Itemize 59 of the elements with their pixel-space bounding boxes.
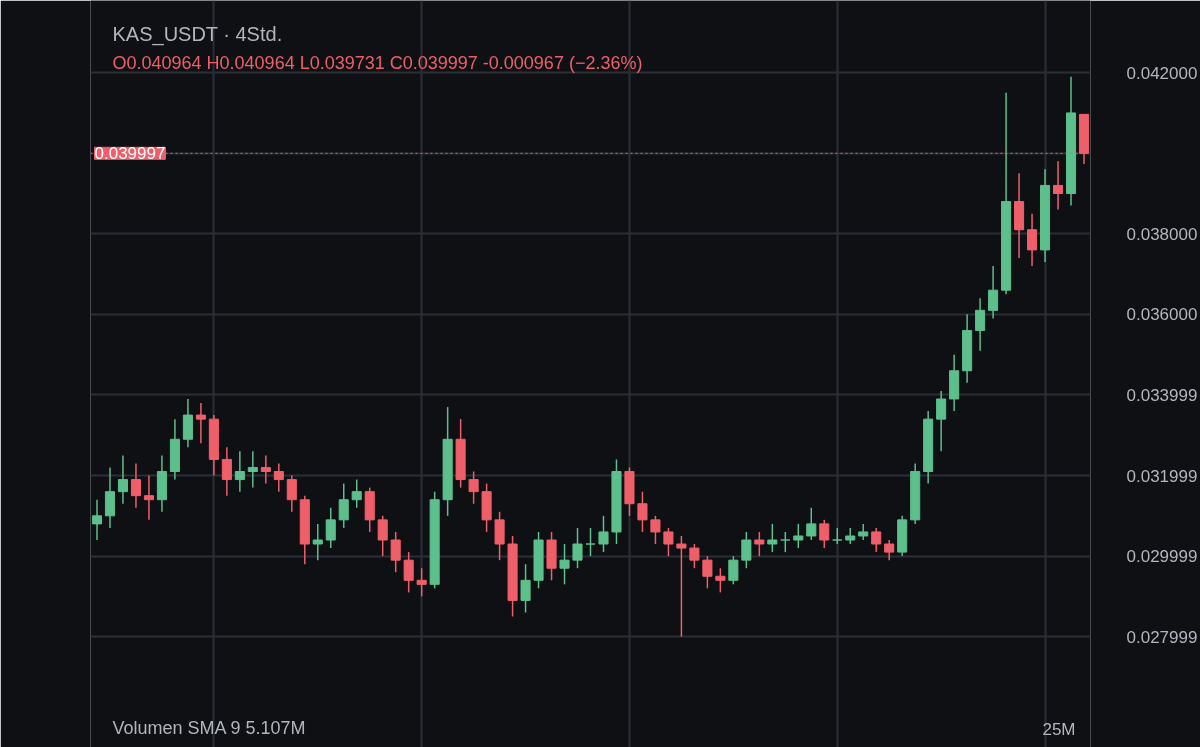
candlestick <box>1027 212 1038 267</box>
candlestick <box>520 563 531 614</box>
candlestick <box>351 478 362 509</box>
candlestick <box>715 567 726 594</box>
candlestick <box>234 450 245 493</box>
candlestick <box>312 523 323 561</box>
candlestick <box>728 555 739 586</box>
candlestick <box>754 531 765 557</box>
candlestick <box>260 454 271 485</box>
candlestick <box>819 519 830 549</box>
annotation: Volumen SMA 9 5.107M <box>112 717 306 738</box>
y-tick-label: 0.031999 <box>1126 466 1198 486</box>
candlestick <box>559 543 570 586</box>
y-tick-label: 0.033999 <box>1126 385 1198 405</box>
candlestick <box>117 454 129 505</box>
candlestick <box>195 402 206 445</box>
candlestick <box>676 535 687 638</box>
candlestick <box>702 555 713 590</box>
y-tick-label: 0.042000 <box>1126 63 1198 83</box>
candlestick <box>988 265 999 320</box>
candlestick <box>390 531 401 573</box>
candlestick <box>130 462 141 509</box>
candlestick <box>650 515 661 545</box>
candlestick <box>572 527 583 569</box>
candlestick <box>91 498 103 541</box>
candlestick <box>637 490 648 533</box>
candlestick <box>663 527 674 557</box>
candlestick <box>338 482 349 529</box>
candlestick <box>221 446 232 497</box>
text: KAS_USDT · 4Std. <box>112 22 283 46</box>
ref-line-label: 0.039997 <box>94 144 166 164</box>
candlestick <box>403 551 414 594</box>
candlestick <box>1052 160 1064 211</box>
candlestick <box>689 543 700 569</box>
candlestick <box>143 474 154 521</box>
candlestick <box>585 527 596 557</box>
y-tick-label: 0.029999 <box>1126 547 1198 567</box>
candlestick <box>416 567 427 598</box>
y-tick-label: 0.027999 <box>1126 627 1198 647</box>
candlestick <box>286 474 297 513</box>
y-tick-label: 0.036000 <box>1126 305 1198 325</box>
candlestick <box>377 515 388 557</box>
candlestick <box>793 523 804 549</box>
annotation: O0.040964 H0.040964 L0.039731 C0.039997 -0.000967 (−2.36%) <box>112 52 643 73</box>
candlestick <box>325 507 336 549</box>
candlestick <box>741 531 752 569</box>
candlestick <box>780 531 791 553</box>
y-tick-label: 0.038000 <box>1126 224 1198 244</box>
candlestick <box>936 390 947 453</box>
annotation: 25M <box>1042 720 1076 739</box>
candlestick <box>884 539 895 561</box>
candlestick <box>767 523 778 553</box>
candlestick <box>598 515 609 553</box>
candlestick <box>273 462 284 493</box>
candlestick <box>871 527 882 553</box>
candlestick <box>975 297 986 352</box>
candlestick <box>247 450 258 489</box>
candlestick <box>806 507 817 541</box>
candlestick <box>468 470 479 505</box>
